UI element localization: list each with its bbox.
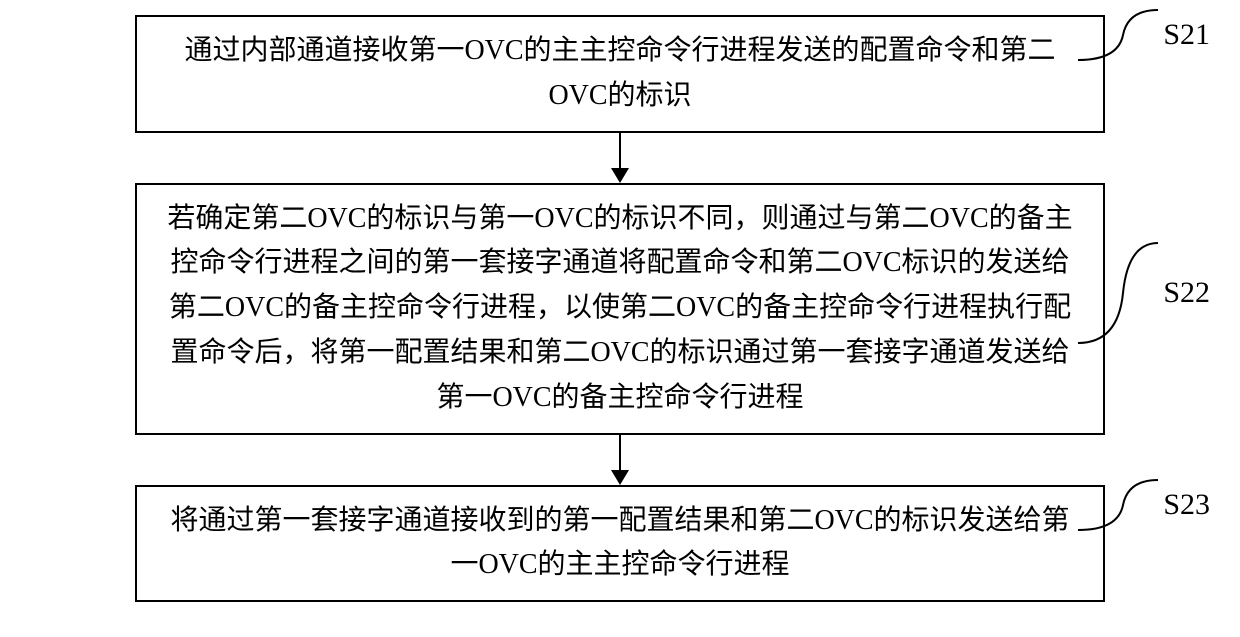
arrow-2 xyxy=(611,435,629,485)
connector-curve-3 xyxy=(1078,475,1158,535)
step-box-1: 通过内部通道接收第一OVC的主主控命令行进程发送的配置命令和第二OVC的标识 xyxy=(135,15,1105,133)
arrow-1 xyxy=(611,133,629,183)
flowchart-step-1: 通过内部通道接收第一OVC的主主控命令行进程发送的配置命令和第二OVC的标识 S… xyxy=(60,15,1180,133)
step-label-container-1: S21 xyxy=(1078,5,1210,65)
connector-curve-2 xyxy=(1078,238,1158,348)
step-box-2: 若确定第二OVC的标识与第一OVC的标识不同，则通过与第二OVC的备主控命令行进… xyxy=(135,183,1105,435)
step-label-3: S23 xyxy=(1163,488,1210,522)
flowchart-step-3: 将通过第一套接字通道接收到的第一配置结果和第二OVC的标识发送给第一OVC的主主… xyxy=(60,485,1180,603)
step-label-2: S22 xyxy=(1163,276,1210,310)
arrow-head-icon-1 xyxy=(611,168,629,183)
step-text-1: 通过内部通道接收第一OVC的主主控命令行进程发送的配置命令和第二OVC的标识 xyxy=(157,29,1083,119)
step-box-3: 将通过第一套接字通道接收到的第一配置结果和第二OVC的标识发送给第一OVC的主主… xyxy=(135,485,1105,603)
arrow-line-1 xyxy=(619,133,621,168)
step-label-container-3: S23 xyxy=(1078,475,1210,535)
arrow-head-icon-2 xyxy=(611,470,629,485)
step-text-2: 若确定第二OVC的标识与第一OVC的标识不同，则通过与第二OVC的备主控命令行进… xyxy=(157,197,1083,421)
step-label-1: S21 xyxy=(1163,18,1210,52)
step-label-container-2: S22 xyxy=(1078,238,1210,348)
step-text-3: 将通过第一套接字通道接收到的第一配置结果和第二OVC的标识发送给第一OVC的主主… xyxy=(157,499,1083,589)
arrow-line-2 xyxy=(619,435,621,470)
connector-curve-1 xyxy=(1078,5,1158,65)
flowchart-step-2: 若确定第二OVC的标识与第一OVC的标识不同，则通过与第二OVC的备主控命令行进… xyxy=(60,183,1180,435)
flowchart-container: 通过内部通道接收第一OVC的主主控命令行进程发送的配置命令和第二OVC的标识 S… xyxy=(60,15,1180,602)
